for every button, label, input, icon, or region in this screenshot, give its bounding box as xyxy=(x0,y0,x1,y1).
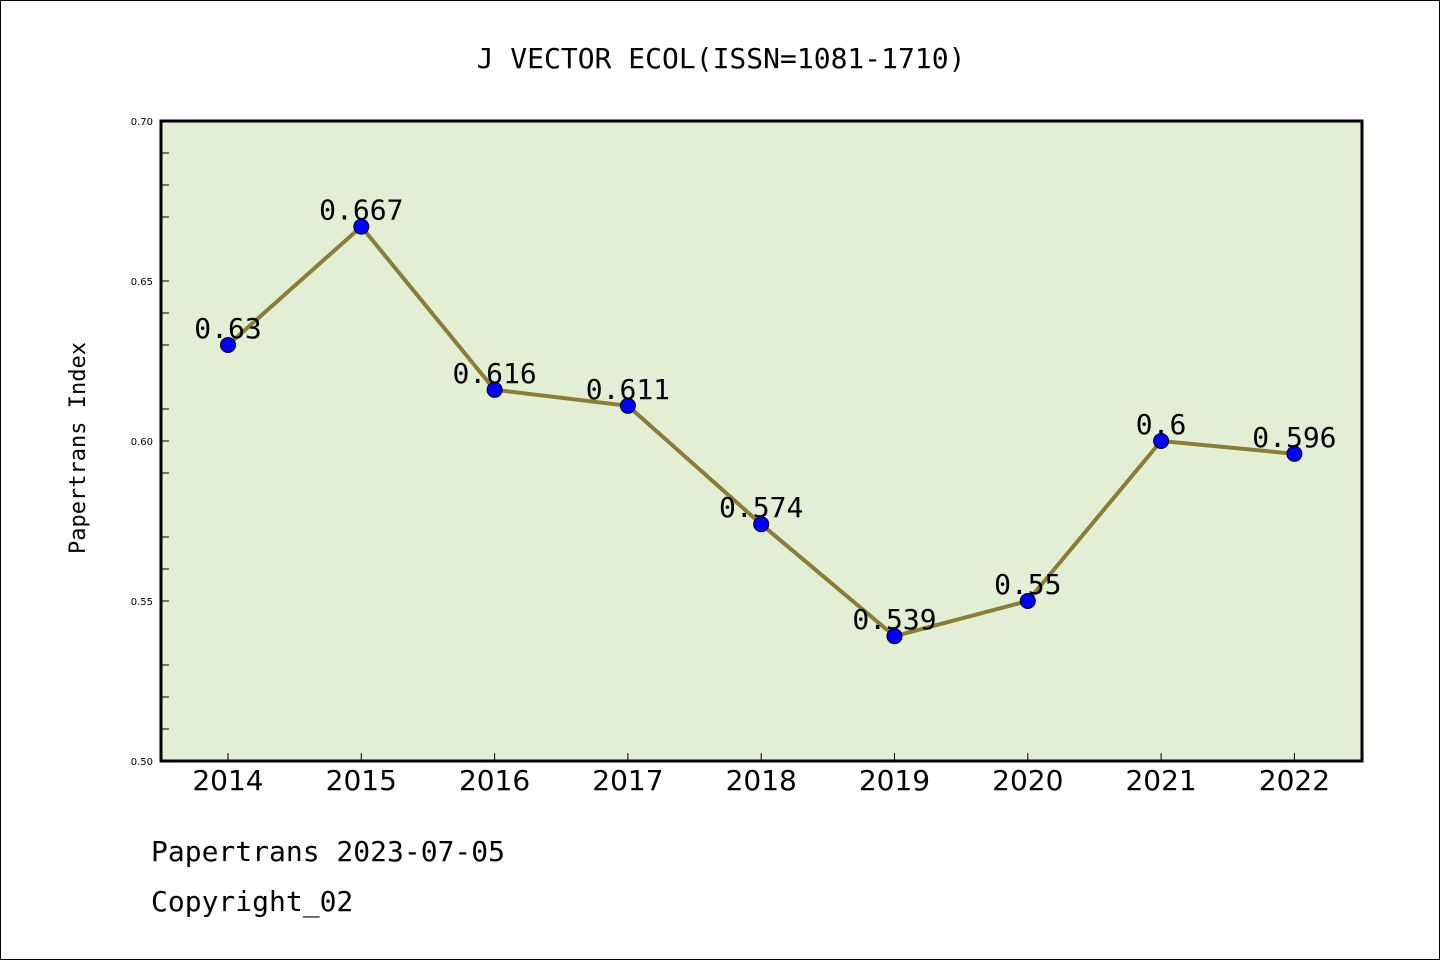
x-tick-label: 2016 xyxy=(459,764,530,797)
y-tick-label: 0.65 xyxy=(131,277,153,288)
series-group: 0.63 0.667 0.616 0.611 0.574 0.539 0.55 0.6 0.59… xyxy=(194,194,1337,645)
footer-copyright-line: Copyright_02 xyxy=(151,885,354,918)
data-point-marker xyxy=(1019,593,1036,609)
x-tick-label: 2014 xyxy=(192,764,263,797)
x-tick-label: 2018 xyxy=(726,764,797,797)
y-axis-ticks: 0.50 0.55 0.60 0.65 0.70 xyxy=(131,117,169,768)
data-label: 0.667 xyxy=(319,194,403,227)
x-tick-label: 2019 xyxy=(859,764,930,797)
x-tick-label: 2015 xyxy=(326,764,397,797)
data-label: 0.539 xyxy=(852,603,936,636)
data-label: 0.596 xyxy=(1252,421,1336,454)
data-point-marker xyxy=(753,516,770,533)
chart-title: J VECTOR ECOL(ISSN=1081-1710) xyxy=(477,42,966,75)
data-point-marker xyxy=(619,397,636,414)
data-point-marker xyxy=(886,628,903,645)
data-point-marker xyxy=(353,218,370,235)
y-tick-label: 0.60 xyxy=(131,437,153,448)
data-point-marker xyxy=(1286,445,1303,462)
x-tick-label: 2022 xyxy=(1259,764,1330,797)
x-tick-label: 2021 xyxy=(1125,764,1196,797)
data-label: 0.574 xyxy=(719,491,803,524)
data-point-marker xyxy=(220,337,236,353)
y-tick-label: 0.55 xyxy=(131,597,153,608)
y-axis-label: Papertrans Index xyxy=(66,342,91,554)
data-point-marker xyxy=(486,381,503,398)
data-point-marker xyxy=(1153,433,1170,449)
footer-date-line: Papertrans 2023-07-05 xyxy=(151,835,506,868)
data-label: 0.611 xyxy=(586,373,670,406)
y-tick-label: 0.70 xyxy=(131,117,153,128)
x-tick-label: 2020 xyxy=(992,764,1063,797)
data-label: 0.55 xyxy=(994,568,1061,601)
data-label: 0.616 xyxy=(452,357,536,390)
data-label: 0.63 xyxy=(194,312,261,345)
x-axis-ticks: 2014 2015 2016 2017 2018 2019 2020 2021 2022 xyxy=(192,753,1330,797)
data-label: 0.6 xyxy=(1136,408,1187,441)
y-tick-label: 0.50 xyxy=(131,757,153,768)
x-tick-label: 2017 xyxy=(592,764,663,797)
